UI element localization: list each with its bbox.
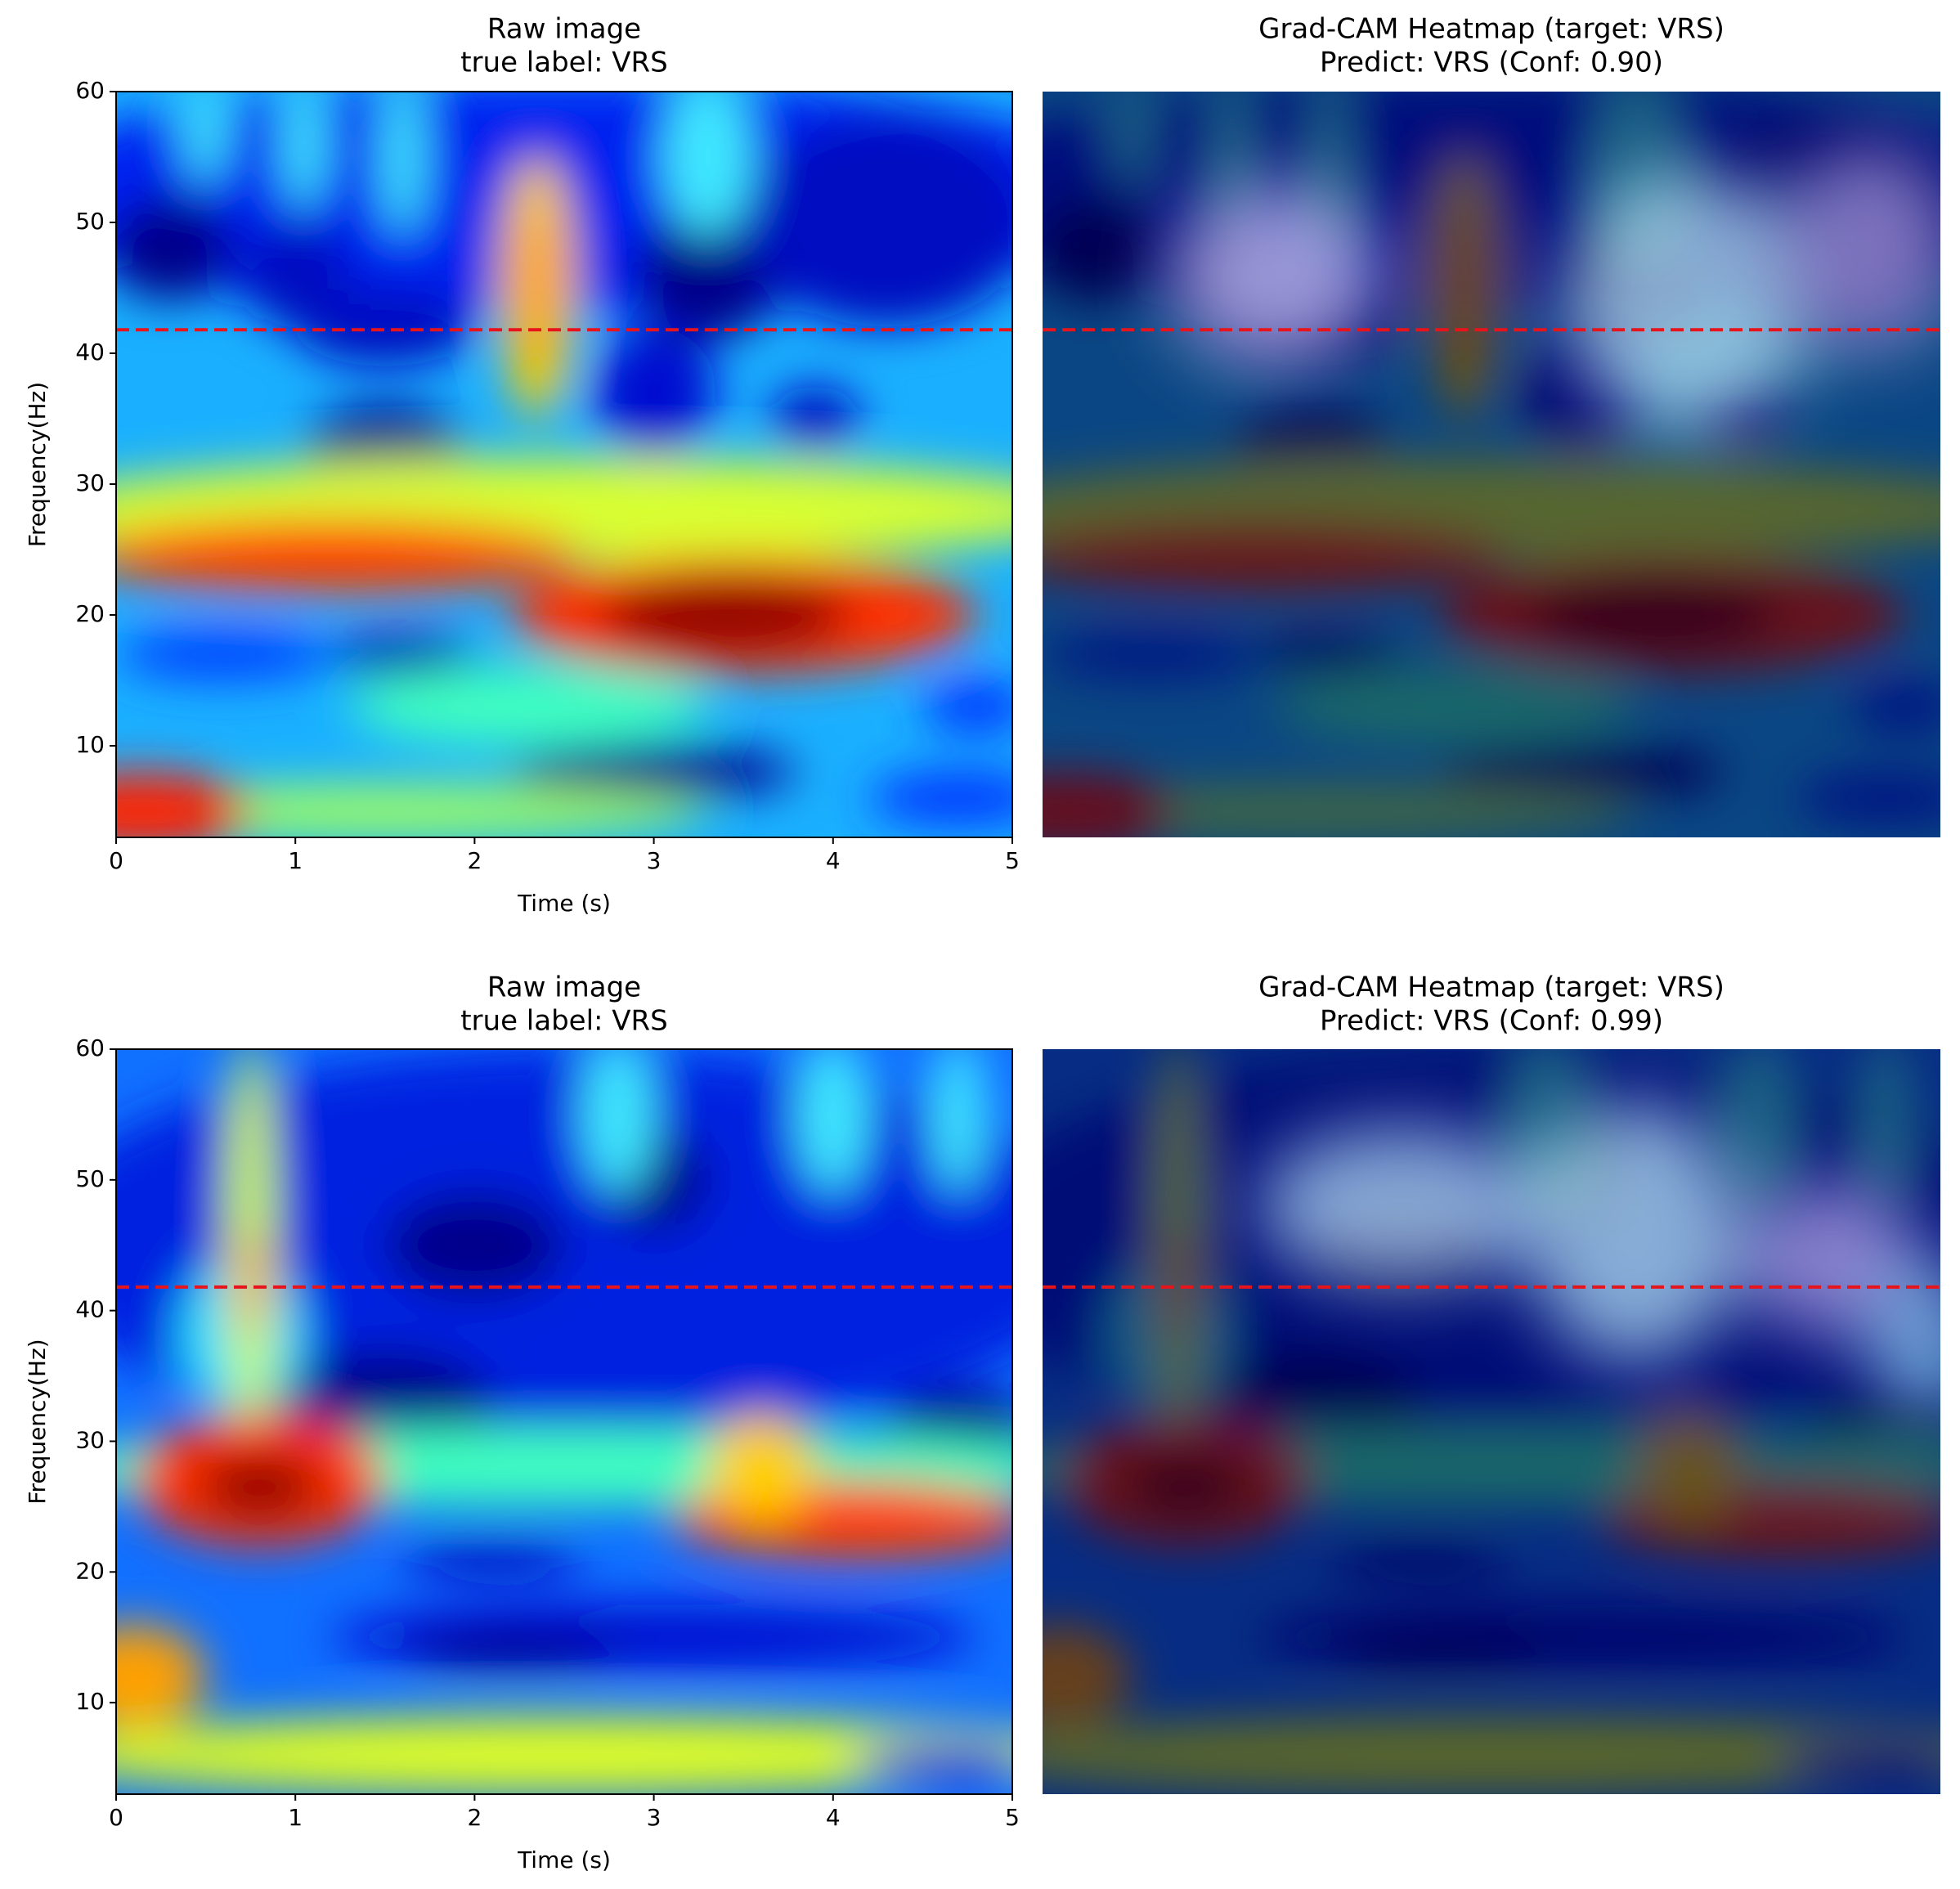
y-tick-label: 20	[75, 1557, 105, 1584]
x-tick-label: 1	[288, 1804, 303, 1831]
y-axis-label: Frequency(Hz)	[24, 382, 51, 547]
chart-title: Predict: VRS (Conf: 0.90)	[1320, 47, 1663, 79]
axes-frame	[115, 91, 1013, 838]
heatmap-blob	[590, 327, 717, 458]
x-tick-label: 3	[647, 847, 662, 874]
heatmap-blob	[381, 92, 425, 236]
panel: Grad-CAM Heatmap (target: VRS)Predict: V…	[1043, 13, 1940, 837]
heatmap-blob	[116, 196, 233, 301]
heatmap-blob	[116, 772, 251, 837]
heatmap-blob	[510, 746, 797, 798]
heatmap-blob	[196, 1454, 323, 1520]
heatmap-blob	[581, 1049, 654, 1193]
heatmap-blob	[770, 386, 860, 451]
heatmap-texture	[116, 1049, 1012, 1794]
heatmap-blob	[662, 92, 753, 236]
chart-title: Grad-CAM Heatmap (target: VRS)	[1258, 13, 1725, 46]
heatmap-blob	[295, 288, 475, 366]
heatmap-image	[1043, 1049, 1940, 1794]
cam-highlight	[1168, 144, 1940, 432]
y-tick-label: 40	[75, 339, 105, 366]
chart-title: Grad-CAM Heatmap (target: VRS)	[1258, 971, 1725, 1004]
heatmap-blob	[796, 1049, 869, 1193]
y-tick-label: 30	[75, 1426, 105, 1453]
x-tick-label: 2	[467, 1804, 482, 1831]
heatmap-blob	[116, 1716, 1012, 1794]
heatmap-blob	[707, 1415, 815, 1520]
heatmap-blob	[184, 92, 227, 183]
heatmap-blob	[116, 519, 582, 593]
heatmap-blob	[922, 680, 1012, 733]
y-tick-label: 50	[75, 208, 105, 235]
cam-blob	[1258, 1127, 1545, 1285]
x-tick-label: 2	[467, 847, 482, 874]
heatmap-blob	[331, 635, 475, 674]
chart-title: Predict: VRS (Conf: 0.99)	[1320, 1005, 1663, 1038]
panel: Grad-CAM Heatmap (target: VRS)Predict: V…	[1043, 971, 1940, 1794]
heatmap-blob	[868, 772, 1012, 824]
heatmap-blob	[348, 667, 708, 746]
x-axis-label: Time (s)	[517, 890, 611, 917]
heatmap-blob	[519, 209, 556, 366]
x-tick-label: 5	[1005, 847, 1020, 874]
y-tick-label: 10	[75, 1688, 105, 1715]
x-tick-label: 1	[288, 847, 303, 874]
heatmap-blob	[116, 785, 708, 837]
heatmap-blob	[599, 576, 851, 654]
heatmap-blob	[116, 1624, 206, 1730]
cam-highlight	[1258, 1101, 1940, 1416]
x-tick-label: 0	[109, 1804, 123, 1831]
y-tick-label: 40	[75, 1296, 105, 1323]
chart-title: Raw image	[487, 13, 641, 46]
y-tick-label: 20	[75, 600, 105, 627]
y-axis-label: Frequency(Hz)	[24, 1339, 51, 1504]
heatmap-blob	[116, 628, 332, 680]
heatmap-image	[1043, 92, 1940, 837]
x-tick-label: 5	[1005, 1804, 1020, 1831]
cam-blob	[1778, 144, 1940, 353]
heatmap-blob	[282, 92, 326, 209]
heatmap-blob	[402, 1631, 618, 1671]
heatmap-blob	[384, 1192, 564, 1298]
heatmap-blob	[931, 1049, 986, 1193]
x-axis-label: Time (s)	[517, 1846, 611, 1873]
chart-title: true label: VRS	[460, 1005, 668, 1038]
y-tick-label: 50	[75, 1165, 105, 1192]
chart-title: Raw image	[487, 971, 641, 1004]
y-tick-label: 60	[75, 1034, 105, 1061]
y-tick-label: 60	[75, 77, 105, 104]
cam-blob	[1868, 1258, 1940, 1416]
heatmap-blob	[235, 1232, 265, 1337]
x-tick-label: 4	[826, 847, 841, 874]
chart-title: true label: VRS	[460, 47, 668, 79]
x-tick-label: 0	[109, 847, 123, 874]
heatmap-blob	[635, 209, 780, 340]
x-tick-label: 3	[647, 1804, 662, 1831]
heatmap-image	[116, 1049, 1012, 1794]
axes-frame	[115, 1048, 1013, 1795]
heatmap-image	[116, 92, 1012, 837]
cam-blob	[1527, 1101, 1743, 1363]
x-tick-label: 4	[826, 1804, 841, 1831]
cam-blob	[1563, 170, 1815, 432]
cam-blob	[1168, 183, 1384, 366]
heatmap-blob	[402, 1539, 582, 1579]
y-tick-label: 30	[75, 469, 105, 496]
heatmap-blob	[850, 1742, 1012, 1782]
heatmap-blob	[743, 118, 1012, 327]
heatmap-texture	[116, 92, 1012, 837]
y-tick-label: 10	[75, 731, 105, 758]
